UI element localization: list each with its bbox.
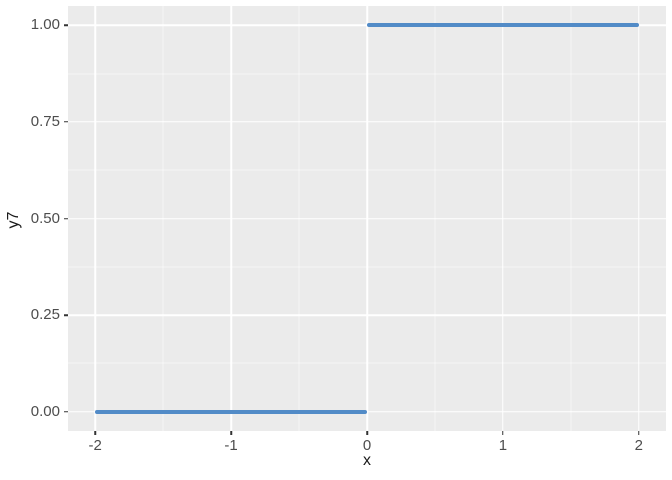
y-tick-label: 0.50 <box>30 209 60 227</box>
y-grid-major <box>68 314 666 316</box>
x-tick-label: -2 <box>88 437 102 454</box>
y-tick-mark <box>64 314 68 316</box>
y-tick-label: 1.00 <box>30 16 60 34</box>
y-tick-mark <box>64 121 68 123</box>
x-tick-mark <box>638 431 640 435</box>
y-grid-major <box>68 217 666 220</box>
plot-panel <box>68 6 666 431</box>
y-grid-major <box>68 121 666 123</box>
x-tick-label: -1 <box>224 437 238 454</box>
x-tick-label: 1 <box>498 437 508 454</box>
x-tick-mark <box>502 431 504 435</box>
x-axis-title: x <box>363 452 371 469</box>
x-tick-label: 0 <box>362 437 372 454</box>
y-tick-label: 0.25 <box>30 306 60 324</box>
x-tick-mark <box>366 431 368 435</box>
y-grid-major <box>68 410 666 413</box>
y-tick-label: 0.00 <box>30 402 60 420</box>
y-tick-mark <box>64 24 68 27</box>
x-tick-label: 2 <box>634 437 643 454</box>
y-tick-mark <box>64 410 68 413</box>
step-line-segment <box>367 23 639 28</box>
x-tick-mark <box>230 431 232 435</box>
y-tick-label: 0.75 <box>30 112 60 130</box>
step-line-segment <box>95 409 367 414</box>
y-tick-mark <box>64 217 68 220</box>
x-tick-mark <box>94 431 96 435</box>
